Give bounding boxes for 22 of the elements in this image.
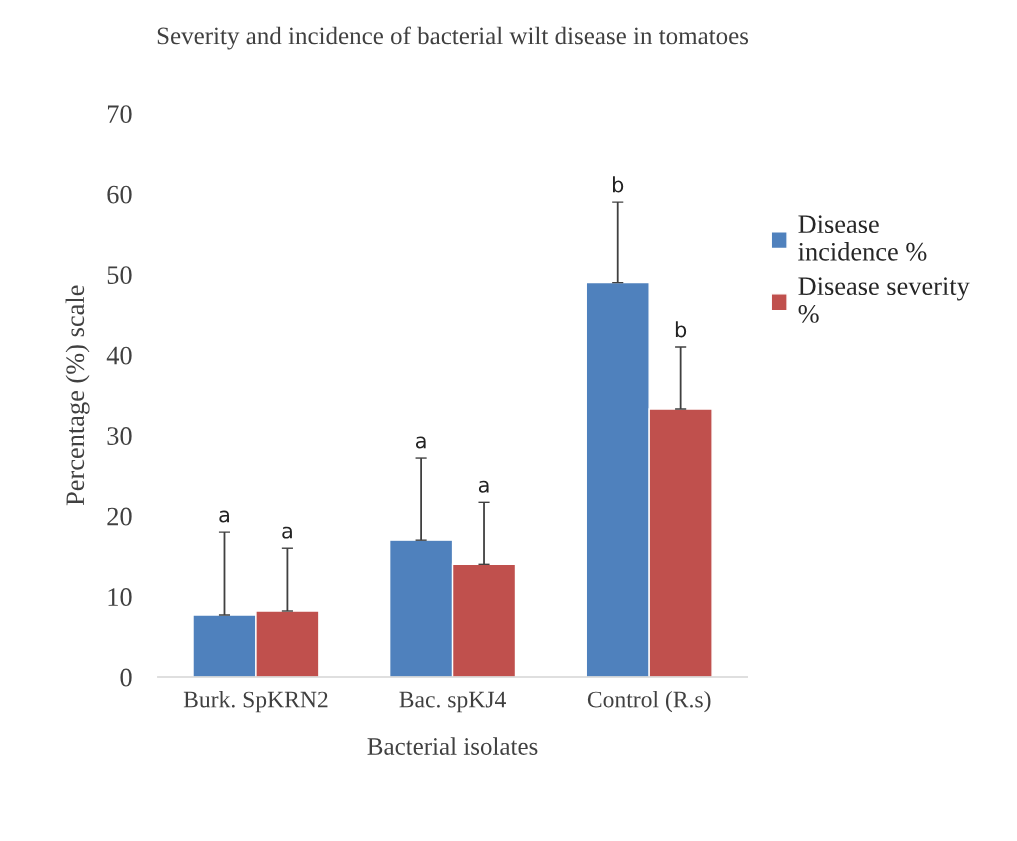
- chart-title: Severity and incidence of bacterial wilt disease in tomatoes: [157, 26, 749, 50]
- y-tick-label: 30: [107, 427, 132, 445]
- y-tick-label: 40: [106, 346, 132, 365]
- y-tick-label: 50: [107, 266, 132, 284]
- annotation: a: [219, 510, 229, 523]
- y-axis-title: Percentage (%) scale: [65, 285, 90, 506]
- legend-label: Disease severity %: [798, 277, 970, 323]
- x-tick-label: Bac. spKJ4: [399, 691, 506, 713]
- y-tick-label: 20: [107, 507, 132, 526]
- x-axis-title: Bacterial isolates: [367, 737, 538, 755]
- x-tick-label: Burk. SpKRN2: [183, 690, 328, 713]
- annotation: b: [675, 321, 687, 338]
- y-tick-label: 70: [107, 105, 132, 123]
- y-tick-label: 10: [108, 588, 132, 606]
- y-tick-label: 0: [120, 668, 132, 687]
- annotation: b: [613, 176, 624, 193]
- legend-label: Disease incidence %: [798, 215, 927, 261]
- x-tick-label: Control (R.s): [587, 690, 711, 713]
- annotation: a: [478, 480, 489, 493]
- y-tick-label: 60: [107, 185, 132, 204]
- annotation: a: [415, 436, 426, 449]
- annotation: a: [282, 526, 292, 539]
